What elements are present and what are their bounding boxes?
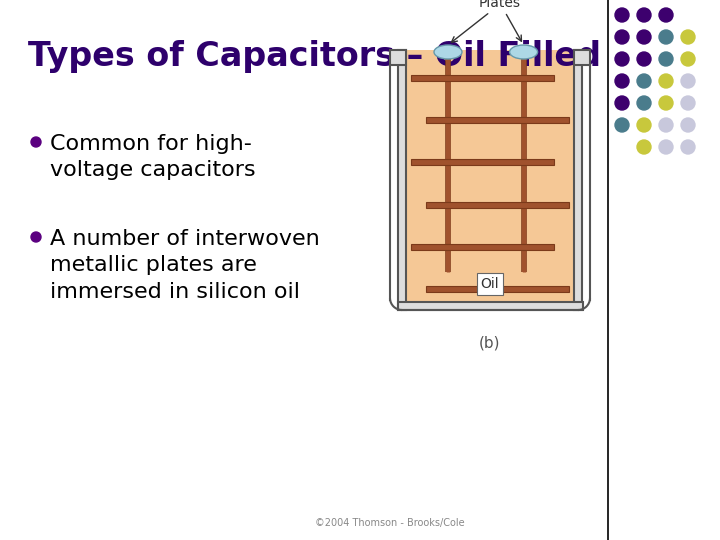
- Circle shape: [659, 52, 673, 66]
- Circle shape: [615, 8, 629, 22]
- Circle shape: [681, 30, 695, 44]
- Circle shape: [659, 96, 673, 110]
- FancyBboxPatch shape: [398, 50, 406, 310]
- Text: ©2004 Thomson - Brooks/Cole: ©2004 Thomson - Brooks/Cole: [315, 518, 465, 528]
- Text: (b): (b): [480, 335, 500, 350]
- Circle shape: [31, 232, 41, 242]
- Circle shape: [637, 74, 651, 88]
- Circle shape: [637, 52, 651, 66]
- Bar: [411, 75, 554, 81]
- Circle shape: [681, 118, 695, 132]
- Circle shape: [637, 96, 651, 110]
- Bar: [390, 50, 406, 65]
- Text: Oil: Oil: [481, 277, 499, 291]
- Circle shape: [615, 96, 629, 110]
- Bar: [411, 244, 554, 250]
- Text: A number of interwoven
metallic plates are
immersed in silicon oil: A number of interwoven metallic plates a…: [50, 229, 320, 302]
- Circle shape: [681, 52, 695, 66]
- FancyBboxPatch shape: [406, 50, 575, 302]
- Circle shape: [615, 52, 629, 66]
- Circle shape: [659, 118, 673, 132]
- Circle shape: [681, 74, 695, 88]
- Ellipse shape: [510, 45, 538, 59]
- Circle shape: [681, 140, 695, 154]
- Circle shape: [659, 8, 673, 22]
- Bar: [411, 159, 554, 165]
- FancyBboxPatch shape: [574, 50, 582, 310]
- Circle shape: [637, 140, 651, 154]
- Text: Common for high-
voltage capacitors: Common for high- voltage capacitors: [50, 134, 256, 180]
- Circle shape: [31, 137, 41, 147]
- Circle shape: [615, 30, 629, 44]
- Text: Types of Capacitors – Oil Filled: Types of Capacitors – Oil Filled: [28, 40, 601, 73]
- Bar: [426, 117, 569, 123]
- Bar: [426, 201, 569, 207]
- Ellipse shape: [434, 45, 462, 59]
- Circle shape: [659, 74, 673, 88]
- Circle shape: [637, 30, 651, 44]
- Circle shape: [637, 118, 651, 132]
- Circle shape: [681, 96, 695, 110]
- FancyBboxPatch shape: [398, 302, 583, 310]
- Bar: [426, 286, 569, 292]
- Circle shape: [659, 30, 673, 44]
- Circle shape: [637, 8, 651, 22]
- Circle shape: [615, 118, 629, 132]
- Text: Plates: Plates: [479, 0, 521, 10]
- Circle shape: [615, 74, 629, 88]
- Circle shape: [659, 140, 673, 154]
- Bar: [574, 50, 590, 65]
